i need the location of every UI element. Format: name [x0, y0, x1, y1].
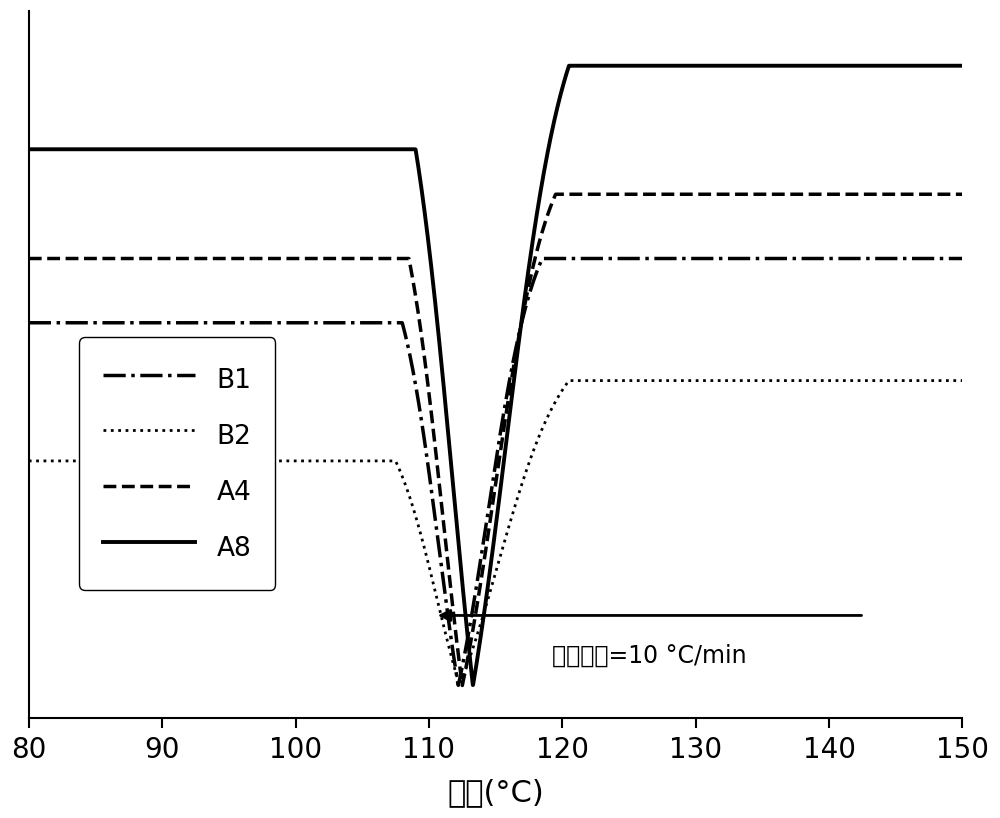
Text: 降温速率=10 °C/min: 降温速率=10 °C/min	[552, 644, 747, 667]
Legend: B1, B2, A4, A8: B1, B2, A4, A8	[79, 337, 275, 590]
X-axis label: 温度(°C): 温度(°C)	[447, 778, 544, 807]
